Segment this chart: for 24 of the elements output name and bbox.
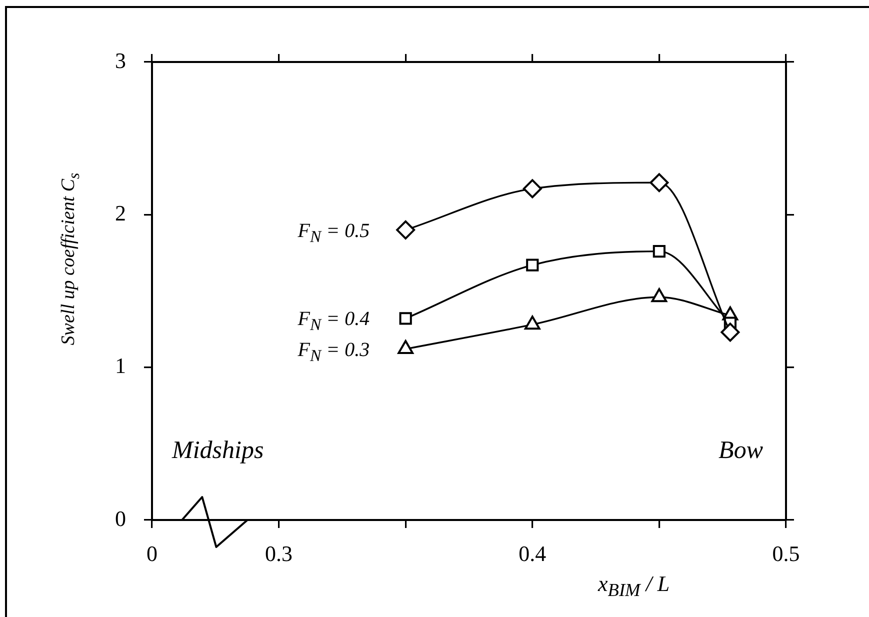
x-tick-label: 0.5 xyxy=(772,540,800,566)
x-tick-label: 0 xyxy=(146,540,158,566)
point xyxy=(396,220,416,240)
point xyxy=(526,258,539,272)
series-label: F$_{N}$ = 0.5 xyxy=(298,218,370,248)
point xyxy=(524,316,540,330)
point xyxy=(399,312,412,325)
annotation: Bow xyxy=(718,436,763,466)
x-tick-label: 0.4 xyxy=(518,540,546,566)
point xyxy=(652,245,666,258)
x-axis-title: x$_{BIM}$ / L xyxy=(598,570,670,602)
annotation: Midships xyxy=(172,436,264,466)
y-tick-label: 1 xyxy=(115,353,126,378)
y-tick-label: 3 xyxy=(115,48,126,73)
y-tick-label: 0 xyxy=(115,506,126,531)
point xyxy=(650,173,669,192)
point xyxy=(522,179,542,198)
point xyxy=(398,340,414,354)
x-tick-label: 0.3 xyxy=(265,540,293,566)
point xyxy=(720,322,740,342)
series-label: F$_{N}$ = 0.4 xyxy=(298,307,370,336)
series-label: F$_{N}$ = 0.3 xyxy=(298,338,370,367)
point xyxy=(651,288,668,302)
y-tick-label: 2 xyxy=(115,200,126,226)
